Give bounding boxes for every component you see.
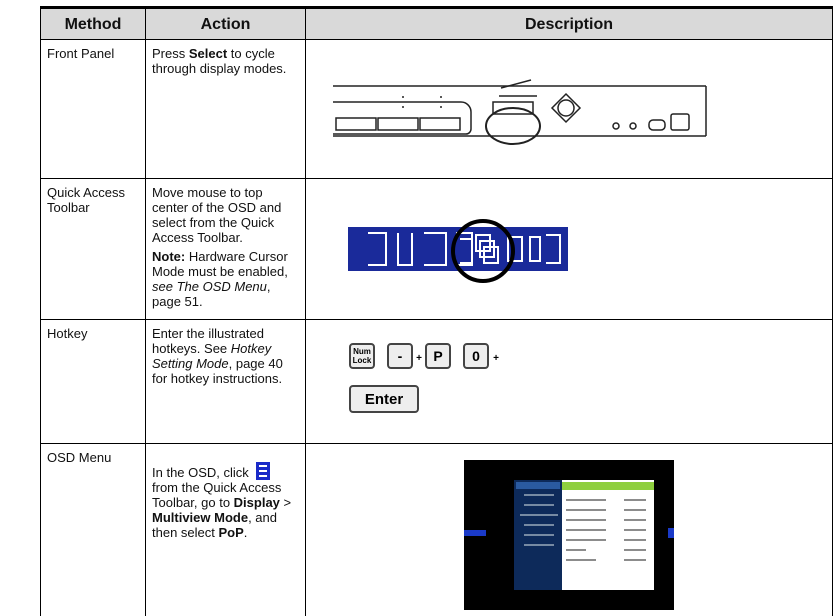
plus: + xyxy=(416,353,422,364)
paragraph: Enter the illustrated hotkeys. See Hotke… xyxy=(152,326,299,386)
paragraph: Move mouse to top center of the OSD and … xyxy=(152,185,299,245)
text: Display xyxy=(233,495,280,510)
method: Quick Access Toolbar xyxy=(40,178,146,320)
key-label: - xyxy=(398,348,403,364)
text: Move mouse to top center of the OSD and … xyxy=(152,185,282,245)
key-label: 0 xyxy=(472,348,480,364)
text: Press xyxy=(152,46,189,61)
text: Hotkey Setting Mode xyxy=(152,341,272,371)
text: Note: xyxy=(152,249,186,264)
description: Num Lock - + P 0 + Enter xyxy=(305,319,833,444)
header-row: Method Action Description xyxy=(40,6,833,40)
description xyxy=(305,39,833,179)
text: PoP xyxy=(218,525,244,540)
text: > xyxy=(279,495,292,510)
toolbar-image xyxy=(348,219,568,283)
osd-image xyxy=(464,459,674,610)
row: Hotkey Enter the illustrated hotkeys. Se… xyxy=(40,319,833,444)
header-description: Description xyxy=(305,6,833,40)
text: In the OSD, click xyxy=(152,465,253,480)
text: Hardware Cursor Mode must be enabled, xyxy=(152,249,288,279)
text: from the Quick Access Toolbar, go to xyxy=(152,480,282,510)
text: to cycle through display modes. xyxy=(152,46,287,76)
description xyxy=(305,178,833,320)
text: Enter the illustrated hotkeys. See xyxy=(152,326,265,356)
front-panel-image xyxy=(333,79,707,145)
header-method: Method xyxy=(40,6,146,40)
text: Select xyxy=(188,46,228,61)
paragraph: Press Select to cycle through display mo… xyxy=(152,46,299,76)
key-label: Lock xyxy=(353,356,372,365)
method: Front Panel xyxy=(40,39,146,179)
plus: + xyxy=(493,353,499,364)
key-label: Num xyxy=(353,347,371,356)
row: Front Panel Press Select to cycle throug… xyxy=(40,39,833,179)
action: Move mouse to top center of the OSD and … xyxy=(145,178,306,320)
method: Hotkey xyxy=(40,319,146,444)
text: , page 51. xyxy=(152,279,271,309)
display-mode-table: Method Action Description Front Panel Pr… xyxy=(40,6,833,616)
key-label: P xyxy=(433,348,442,364)
text: , page 40 for hotkey instructions. xyxy=(152,356,283,386)
text: , and then select xyxy=(152,510,277,540)
action: Press Select to cycle through display mo… xyxy=(145,39,306,179)
text: . xyxy=(243,525,248,540)
description xyxy=(305,443,833,616)
action: In the OSD, click from the Quick Access … xyxy=(145,443,306,616)
text: see The OSD Menu xyxy=(152,279,267,294)
text: Multiview Mode xyxy=(152,510,249,525)
key-label: Enter xyxy=(365,391,404,408)
menu-icon xyxy=(256,462,271,480)
method: OSD Menu xyxy=(40,443,146,616)
action: Enter the illustrated hotkeys. See Hotke… xyxy=(145,319,306,444)
row: Quick Access Toolbar Move mouse to top c… xyxy=(40,178,833,320)
paragraph: In the OSD, click from the Quick Access … xyxy=(152,462,299,540)
page: Method Action Description Front Panel Pr… xyxy=(40,6,833,616)
header-action: Action xyxy=(145,6,306,40)
row: OSD Menu In the OSD, click from the Quic… xyxy=(40,443,833,616)
paragraph: Note: Hardware Cursor Mode must be enabl… xyxy=(152,249,299,309)
